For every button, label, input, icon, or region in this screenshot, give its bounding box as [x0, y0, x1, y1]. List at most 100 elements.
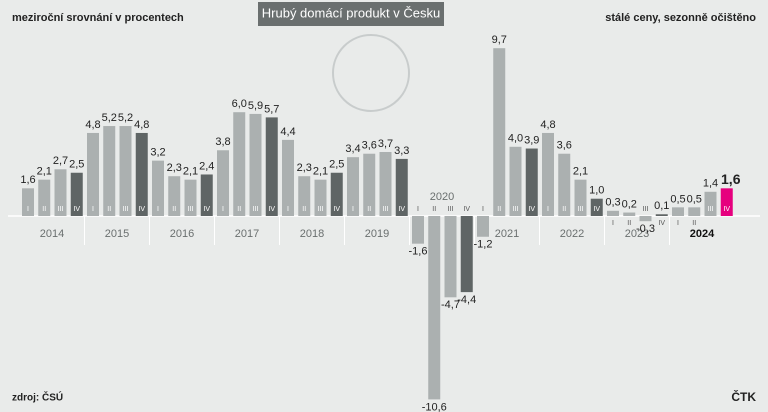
note: stálé ceny, sezonně očištěno: [605, 12, 756, 24]
quarter-label: III: [318, 206, 324, 213]
bar: [525, 148, 538, 216]
bar: [135, 132, 148, 216]
bar: [103, 126, 116, 216]
bar: [688, 207, 701, 216]
bar: [542, 132, 554, 216]
bar: [38, 179, 51, 216]
value-label: 3,2: [150, 147, 165, 159]
quarter-label: IV: [333, 206, 340, 213]
value-label: 4,8: [540, 119, 555, 131]
bar: [314, 179, 327, 216]
bar: [460, 216, 473, 293]
quarter-label: II: [302, 206, 306, 213]
quarter-label: IV: [528, 206, 535, 213]
bar: [54, 169, 67, 216]
value-label: 0,5: [670, 193, 685, 205]
quarter-label: IV: [723, 206, 730, 213]
value-label: 1,0: [589, 185, 604, 197]
quarter-label: IV: [73, 206, 80, 213]
quarter-label: II: [42, 206, 46, 213]
value-label: 4,8: [134, 119, 149, 131]
quarter-label: II: [497, 206, 501, 213]
year-label: 2021: [495, 228, 519, 240]
value-label: 1,6: [721, 171, 741, 187]
value-label: 2,1: [573, 166, 588, 178]
bar: [363, 153, 376, 216]
value-label: 4,0: [508, 133, 523, 145]
chart-title: Hrubý domácí produkt v Česku: [262, 5, 440, 20]
bar: [672, 207, 684, 216]
quarter-label: III: [188, 206, 194, 213]
bar: [168, 176, 181, 216]
bar: [574, 179, 587, 216]
value-label: 2,7: [53, 155, 68, 167]
year-label: 2017: [235, 228, 259, 240]
value-label: -10,6: [422, 401, 447, 412]
value-label: 3,9: [524, 134, 539, 146]
quarter-label: III: [58, 206, 64, 213]
value-label: 2,3: [167, 162, 182, 174]
bar: [330, 172, 343, 216]
bar: [655, 214, 668, 216]
value-label: 5,9: [248, 100, 263, 112]
value-label: 5,7: [264, 103, 279, 115]
quarter-label: I: [417, 206, 419, 213]
value-label: -4,4: [457, 294, 476, 306]
bar: [87, 132, 99, 216]
quarter-label: IV: [593, 206, 600, 213]
bar: [704, 191, 717, 216]
quarter-label: I: [92, 206, 94, 213]
quarter-label: II: [692, 220, 696, 227]
quarter-label: I: [157, 206, 159, 213]
bar: [347, 157, 359, 216]
bar: [639, 216, 652, 222]
quarter-label: I: [222, 206, 224, 213]
value-label: 2,4: [199, 160, 214, 172]
year-label: 2022: [560, 228, 584, 240]
quarter-label: III: [708, 206, 714, 213]
quarter-label: IV: [203, 206, 210, 213]
bar: [22, 188, 34, 216]
bar: [509, 146, 522, 216]
title-box: [258, 2, 444, 26]
value-label: 3,3: [394, 145, 409, 157]
value-label: 3,8: [215, 136, 230, 148]
value-label: 1,6: [20, 174, 35, 186]
bar: [493, 48, 506, 216]
bar: [412, 216, 424, 244]
bar: [217, 150, 229, 216]
year-label: 2018: [300, 228, 324, 240]
quarter-label: III: [383, 206, 389, 213]
quarter-label: IV: [658, 220, 665, 227]
quarter-label: I: [547, 206, 549, 213]
year-label: 2015: [105, 228, 129, 240]
bar: [444, 216, 457, 298]
quarter-label: I: [352, 206, 354, 213]
quarter-label: III: [643, 206, 649, 213]
value-label: 4,4: [280, 126, 295, 138]
source: zdroj: ČSÚ: [12, 391, 63, 404]
bar: [623, 212, 636, 216]
value-label: 1,4: [703, 178, 718, 190]
credit: ČTK: [731, 389, 756, 404]
value-label: 3,7: [378, 138, 393, 150]
value-label: 5,2: [118, 112, 133, 124]
quarter-label: IV: [398, 206, 405, 213]
bar: [200, 174, 213, 216]
logo: [332, 34, 410, 112]
year-label: 2024: [690, 228, 715, 240]
bar: [379, 151, 392, 216]
bar: [233, 112, 246, 216]
quarter-label: IV: [138, 206, 145, 213]
subtitle: meziroční srovnání v procentech: [12, 12, 184, 24]
bar: [282, 139, 294, 216]
bar: [395, 158, 408, 216]
bar: [607, 210, 619, 216]
quarter-label: II: [432, 206, 436, 213]
value-label: -4,7: [441, 299, 460, 311]
quarter-label: IV: [463, 206, 470, 213]
bar: [265, 117, 278, 216]
quarter-label: III: [578, 206, 584, 213]
bar: [184, 179, 197, 216]
bar: [119, 126, 132, 216]
